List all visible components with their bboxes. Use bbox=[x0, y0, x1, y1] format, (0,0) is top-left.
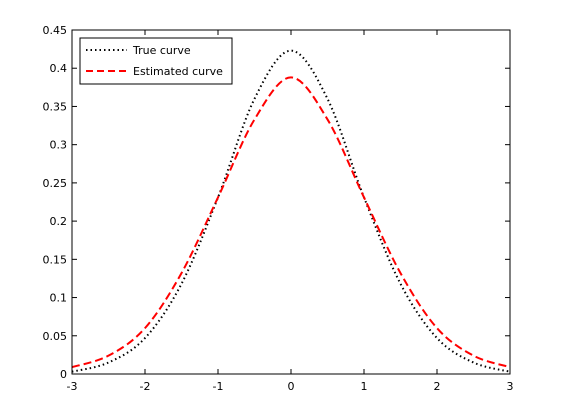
y-tick-label: 0.15 bbox=[43, 253, 68, 266]
x-axis: -3 -2 -1 0 1 2 3 bbox=[67, 30, 514, 393]
y-tick-label: 0.05 bbox=[43, 330, 68, 343]
x-tick-label: 3 bbox=[507, 380, 514, 393]
y-tick-label: 0.45 bbox=[43, 24, 68, 37]
x-tick-label: -1 bbox=[213, 380, 224, 393]
y-tick-label: 0.35 bbox=[43, 100, 68, 113]
y-tick-label: 0.4 bbox=[50, 62, 68, 75]
y-tick-label: 0.1 bbox=[50, 292, 68, 305]
legend-label-estimated-curve: Estimated curve bbox=[133, 65, 223, 78]
series-line-estimated-curve bbox=[71, 76, 511, 369]
y-tick-label: 0.25 bbox=[43, 177, 68, 190]
plot-lines bbox=[71, 49, 511, 373]
x-tick-label: 2 bbox=[434, 380, 441, 393]
x-tick-label: -2 bbox=[140, 380, 151, 393]
y-tick-label: 0 bbox=[60, 368, 67, 381]
y-axis: 0 0.05 0.1 0.15 0.2 0.25 0.3 0.35 0.4 0.45 bbox=[43, 24, 510, 381]
y-tick-label: 0.2 bbox=[50, 215, 68, 228]
x-tick-label: 1 bbox=[361, 380, 368, 393]
x-tick-label: 0 bbox=[288, 380, 295, 393]
legend-box bbox=[79, 37, 233, 85]
legend-label-true-curve: True curve bbox=[132, 44, 191, 57]
legend: True curve Estimated curve bbox=[79, 37, 233, 85]
y-tick-label: 0.3 bbox=[50, 139, 68, 152]
x-tick-label: -3 bbox=[67, 380, 78, 393]
series-line-true-curve bbox=[71, 49, 511, 373]
